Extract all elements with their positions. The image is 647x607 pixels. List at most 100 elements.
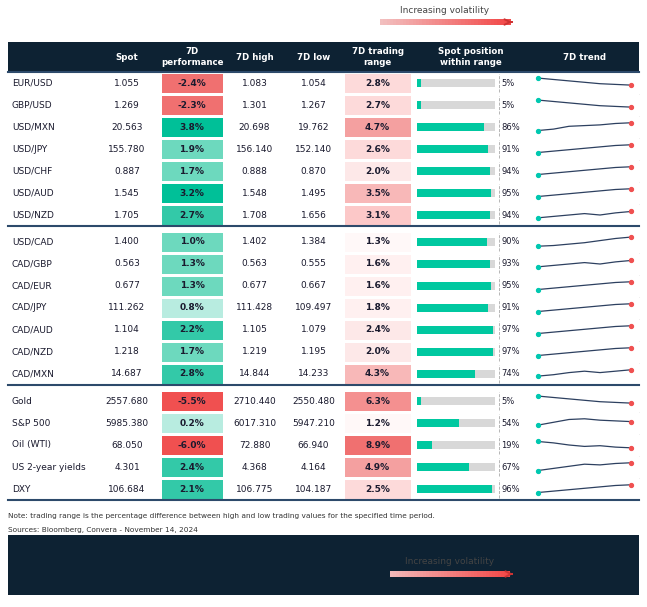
Text: 5947.210: 5947.210 bbox=[292, 418, 335, 427]
Text: 1.3%: 1.3% bbox=[365, 237, 390, 246]
Bar bbox=[417, 260, 490, 268]
Text: 4.368: 4.368 bbox=[241, 463, 267, 472]
Bar bbox=[162, 232, 223, 251]
Text: 1.079: 1.079 bbox=[301, 325, 327, 334]
Bar bbox=[480, 571, 483, 577]
Bar bbox=[8, 138, 639, 160]
Bar bbox=[162, 299, 223, 317]
Text: 1.708: 1.708 bbox=[241, 211, 267, 220]
Bar bbox=[417, 145, 488, 153]
Text: 6.3%: 6.3% bbox=[365, 396, 390, 405]
Bar bbox=[429, 571, 432, 577]
Bar bbox=[8, 231, 639, 253]
Text: 14.844: 14.844 bbox=[239, 370, 270, 379]
Text: 2.6%: 2.6% bbox=[365, 144, 390, 154]
Bar bbox=[344, 392, 410, 410]
Text: 1.269: 1.269 bbox=[114, 101, 140, 109]
Bar bbox=[402, 19, 406, 25]
Text: 19.762: 19.762 bbox=[298, 123, 329, 132]
Bar bbox=[413, 19, 416, 25]
Text: CAD/EUR: CAD/EUR bbox=[12, 282, 52, 291]
Bar bbox=[162, 140, 223, 158]
Text: 111.262: 111.262 bbox=[109, 304, 146, 313]
Text: 109.497: 109.497 bbox=[295, 304, 332, 313]
Bar bbox=[484, 19, 488, 25]
Bar bbox=[468, 571, 471, 577]
Text: 4.9%: 4.9% bbox=[365, 463, 390, 472]
Text: 2550.480: 2550.480 bbox=[292, 396, 335, 405]
Text: 74%: 74% bbox=[501, 370, 520, 379]
Bar bbox=[162, 480, 223, 498]
Text: 1.384: 1.384 bbox=[301, 237, 326, 246]
Text: 7D low: 7D low bbox=[297, 52, 330, 61]
Bar bbox=[8, 160, 639, 182]
Bar bbox=[406, 19, 410, 25]
Bar bbox=[8, 253, 639, 275]
Bar bbox=[344, 458, 410, 476]
Bar bbox=[417, 211, 495, 219]
Bar bbox=[458, 19, 462, 25]
Bar bbox=[383, 19, 387, 25]
Bar bbox=[344, 73, 410, 92]
Text: 1.705: 1.705 bbox=[114, 211, 140, 220]
Bar bbox=[417, 485, 492, 493]
Bar bbox=[396, 571, 399, 577]
Bar bbox=[390, 571, 393, 577]
Bar bbox=[423, 571, 426, 577]
Bar bbox=[417, 326, 492, 334]
Text: 1.083: 1.083 bbox=[241, 78, 267, 87]
Bar bbox=[344, 342, 410, 362]
Text: 19%: 19% bbox=[501, 441, 520, 450]
Bar bbox=[417, 571, 420, 577]
Text: 2.8%: 2.8% bbox=[365, 78, 390, 87]
Text: 96%: 96% bbox=[501, 484, 520, 493]
Bar bbox=[416, 19, 419, 25]
Bar bbox=[344, 480, 410, 498]
Text: GBP/USD: GBP/USD bbox=[12, 101, 52, 109]
Text: 2.7%: 2.7% bbox=[365, 101, 390, 109]
Bar bbox=[410, 19, 413, 25]
Text: 2.1%: 2.1% bbox=[180, 484, 204, 493]
Bar bbox=[498, 571, 501, 577]
Bar bbox=[492, 571, 495, 577]
Bar bbox=[417, 167, 495, 175]
Bar bbox=[162, 161, 223, 180]
Text: 7D
performance: 7D performance bbox=[160, 47, 223, 67]
Text: 72.880: 72.880 bbox=[239, 441, 270, 450]
Bar bbox=[344, 277, 410, 296]
Text: 20.563: 20.563 bbox=[111, 123, 143, 132]
Bar bbox=[435, 19, 439, 25]
Bar bbox=[422, 19, 426, 25]
Bar bbox=[162, 118, 223, 137]
Text: 91%: 91% bbox=[501, 304, 520, 313]
Bar bbox=[417, 145, 495, 153]
Text: 7D trend: 7D trend bbox=[563, 52, 606, 61]
Bar bbox=[477, 571, 480, 577]
Text: 0.563: 0.563 bbox=[114, 260, 140, 268]
Bar bbox=[414, 571, 417, 577]
Text: -2.3%: -2.3% bbox=[178, 101, 206, 109]
Text: 6017.310: 6017.310 bbox=[233, 418, 276, 427]
Bar bbox=[417, 441, 432, 449]
Text: 1.9%: 1.9% bbox=[179, 144, 204, 154]
Bar bbox=[500, 19, 504, 25]
Bar bbox=[481, 19, 485, 25]
Text: 8.9%: 8.9% bbox=[365, 441, 390, 450]
Text: 67%: 67% bbox=[501, 463, 520, 472]
Bar bbox=[344, 364, 410, 384]
Bar bbox=[8, 456, 639, 478]
Bar bbox=[439, 19, 443, 25]
Text: S&P 500: S&P 500 bbox=[12, 418, 50, 427]
Bar bbox=[456, 571, 459, 577]
Text: 2.0%: 2.0% bbox=[365, 166, 390, 175]
Text: 0.677: 0.677 bbox=[241, 282, 267, 291]
Bar bbox=[447, 571, 450, 577]
Text: 4.164: 4.164 bbox=[301, 463, 326, 472]
Text: USD/CAD: USD/CAD bbox=[12, 237, 53, 246]
Bar bbox=[419, 19, 422, 25]
Bar bbox=[445, 19, 449, 25]
Bar bbox=[448, 19, 452, 25]
Text: 1.402: 1.402 bbox=[242, 237, 267, 246]
Bar bbox=[490, 19, 494, 25]
Bar bbox=[417, 419, 459, 427]
